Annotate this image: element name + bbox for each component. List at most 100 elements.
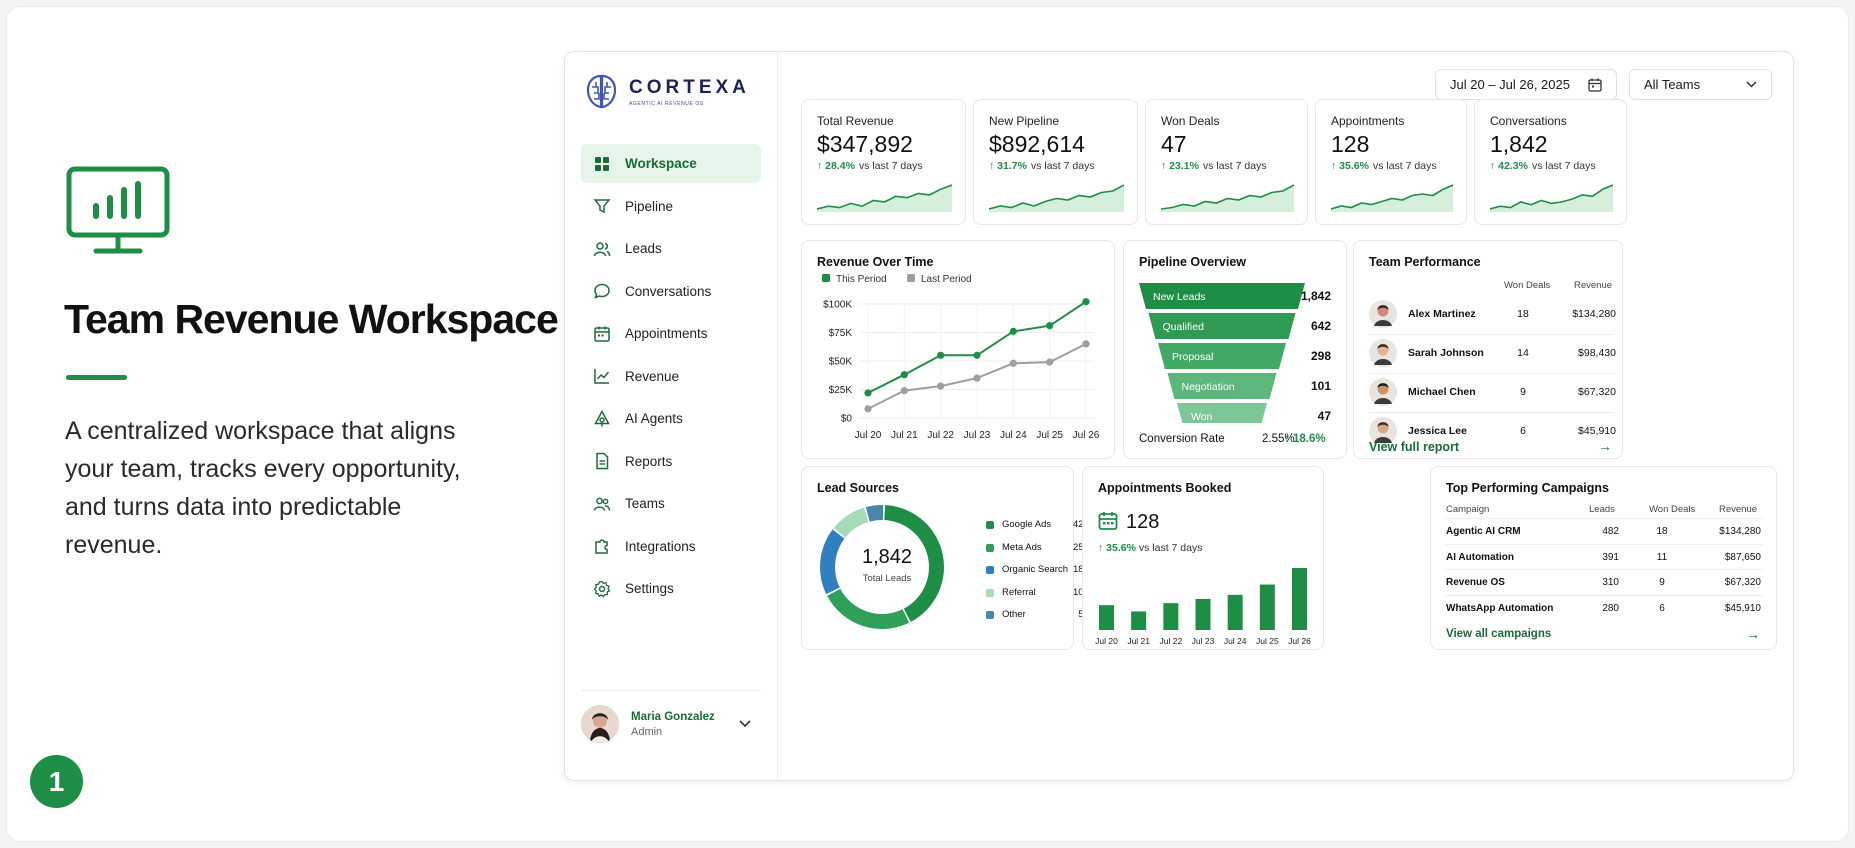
data-point[interactable]	[1082, 298, 1090, 306]
table-row[interactable]: Agentic AI CRM 482 18 $134,280	[1431, 518, 1778, 543]
view-all-campaigns-link[interactable]: View all campaigns	[1446, 628, 1552, 640]
legend-swatch	[986, 521, 994, 529]
funnel-stage[interactable]	[1177, 403, 1267, 423]
bar[interactable]	[1131, 611, 1147, 630]
member-won-deals: 9	[1520, 386, 1526, 398]
avatar	[1369, 339, 1397, 367]
y-tick-label: $0	[841, 414, 853, 425]
campaign-won: 6	[1659, 602, 1665, 614]
kpi-card-appointments[interactable]: Appointments 128 ↑ 35.6% vs last 7 days	[1315, 99, 1467, 225]
calendar-icon	[1098, 512, 1118, 530]
sidebar-item-revenue[interactable]: Revenue	[581, 357, 761, 396]
data-point[interactable]	[973, 351, 981, 359]
sidebar-item-leads[interactable]: Leads	[581, 229, 761, 268]
table-row[interactable]: Jessica Lee 6 $45,910	[1354, 415, 1624, 448]
date-range-picker[interactable]: Jul 20 – Jul 26, 2025	[1435, 69, 1617, 100]
bar[interactable]	[1163, 603, 1179, 630]
x-tick-label: Jul 26	[1288, 636, 1311, 646]
sparkline	[989, 184, 1124, 212]
kpi-card-conversations[interactable]: Conversations 1,842 ↑ 42.3% vs last 7 days	[1474, 99, 1627, 225]
data-point[interactable]	[1009, 359, 1017, 367]
sidebar-item-ai-agents[interactable]: AI Agents	[581, 399, 761, 438]
sidebar-item-reports[interactable]: Reports	[581, 442, 761, 481]
sidebar-item-pipeline[interactable]: Pipeline	[581, 187, 761, 226]
sidebar-item-teams[interactable]: Teams	[581, 484, 761, 523]
data-point[interactable]	[1046, 358, 1054, 366]
legend-item[interactable]: Meta Ads25%	[986, 542, 1092, 556]
legend-item[interactable]: Google Ads42%	[986, 519, 1092, 533]
data-point[interactable]	[900, 371, 908, 379]
delta-text: vs last 7 days	[1138, 542, 1203, 554]
data-point[interactable]	[937, 351, 945, 359]
delta-badge: ↑ 42.3%	[1490, 160, 1528, 172]
donut-slice-organic-search[interactable]	[820, 529, 845, 595]
kpi-card-new-pipeline[interactable]: New Pipeline $892,614 ↑ 31.7% vs last 7 day…	[973, 99, 1138, 225]
user-role: Admin	[631, 725, 663, 738]
data-point[interactable]	[864, 389, 872, 397]
legend-label: Other	[1002, 609, 1026, 620]
kpi-card-won-deals[interactable]: Won Deals 47 ↑ 23.1% vs last 7 days	[1145, 99, 1308, 225]
funnel-stage[interactable]	[1139, 283, 1305, 309]
data-point[interactable]	[1082, 340, 1090, 348]
donut-slice-meta-ads[interactable]	[827, 588, 910, 629]
team-filter-label: All Teams	[1644, 77, 1701, 92]
bar[interactable]	[1227, 594, 1243, 630]
funnel-stage-label: Qualified	[1163, 321, 1205, 333]
sparkline-area	[1490, 185, 1613, 212]
data-point[interactable]	[900, 387, 908, 395]
appointments-bar-chart: Jul 20 Jul 21 Jul 22 Jul 23 Jul 24 Jul 25 Jul …	[1095, 568, 1311, 646]
sidebar-item-appointments[interactable]: Appointments	[581, 314, 761, 353]
bar[interactable]	[1099, 605, 1114, 630]
data-point[interactable]	[864, 405, 872, 413]
arrow-right-icon[interactable]: →	[1598, 438, 1612, 454]
data-point[interactable]	[1009, 327, 1017, 335]
file-icon	[596, 452, 609, 470]
brand-logo[interactable]: CORTEXA AGENTIC AI REVENUE OS	[584, 73, 750, 110]
sidebar-item-conversations[interactable]: Conversations	[581, 272, 761, 311]
view-full-report-link[interactable]: View full report	[1369, 440, 1460, 454]
chevron-down-icon[interactable]	[739, 720, 751, 728]
legend-item[interactable]: Other5%	[986, 609, 1092, 623]
card-title: Lead Sources	[817, 481, 899, 495]
campaigns-card: Top Performing Campaigns Campaign Leads …	[1430, 466, 1777, 650]
legend-item[interactable]: Referral10%	[986, 587, 1092, 601]
table-row[interactable]: WhatsApp Automation 280 6 $45,910	[1431, 594, 1778, 620]
sidebar-item-label: Pipeline	[625, 198, 674, 214]
funnel-stage[interactable]	[1148, 313, 1296, 339]
bar[interactable]	[1292, 568, 1307, 630]
legend-swatch	[986, 543, 994, 552]
data-point[interactable]	[937, 382, 945, 390]
step-badge: 1	[30, 755, 83, 808]
sidebar-item-integrations[interactable]: Integrations	[581, 527, 761, 566]
legend-item[interactable]: Organic Search18%	[986, 564, 1092, 578]
donut-slice-google-ads[interactable]	[884, 505, 944, 622]
kpi-card-total-revenue[interactable]: Total Revenue $347,892 ↑ 28.4% vs last 7 da…	[801, 99, 966, 225]
bar[interactable]	[1259, 584, 1275, 630]
delta-badge: ↑ 31.7%	[989, 160, 1027, 172]
conversion-label: Conversion Rate	[1139, 433, 1225, 445]
legend-swatch	[986, 566, 994, 574]
sidebar-item-settings[interactable]: Settings	[581, 569, 761, 608]
data-point[interactable]	[1046, 322, 1054, 330]
sidebar-item-label: Revenue	[625, 368, 680, 384]
sidebar-item-workspace[interactable]: Workspace	[581, 144, 761, 183]
funnel-stage[interactable]	[1158, 343, 1286, 369]
divider	[1446, 594, 1762, 596]
data-point[interactable]	[973, 374, 981, 382]
table-row[interactable]: Sarah Johnson 14 $98,430	[1354, 337, 1624, 374]
kpi-value: $892,614	[989, 131, 1085, 157]
table-row[interactable]: Michael Chen 9 $67,320	[1354, 376, 1624, 413]
donut-slice-referral[interactable]	[833, 507, 869, 538]
table-row[interactable]: Revenue OS 310 9 $67,320	[1431, 569, 1778, 594]
funnel-stage[interactable]	[1167, 373, 1277, 399]
donut-slice-other[interactable]	[865, 505, 884, 522]
hero-description: A centralized workspace that aligns your…	[65, 417, 461, 559]
table-row[interactable]: Alex Martinez 18 $134,280	[1354, 298, 1624, 335]
delta-text: vs last 7 days	[1030, 160, 1095, 172]
table-row[interactable]: AI Automation 391 11 $87,650	[1431, 543, 1778, 569]
user-profile[interactable]: Maria Gonzalez Admin	[581, 690, 761, 743]
arrow-right-icon[interactable]: →	[1746, 626, 1760, 642]
team-filter-select[interactable]: All Teams	[1629, 69, 1772, 100]
bar[interactable]	[1195, 599, 1211, 630]
sidebar-item-label: Conversations	[625, 283, 712, 299]
